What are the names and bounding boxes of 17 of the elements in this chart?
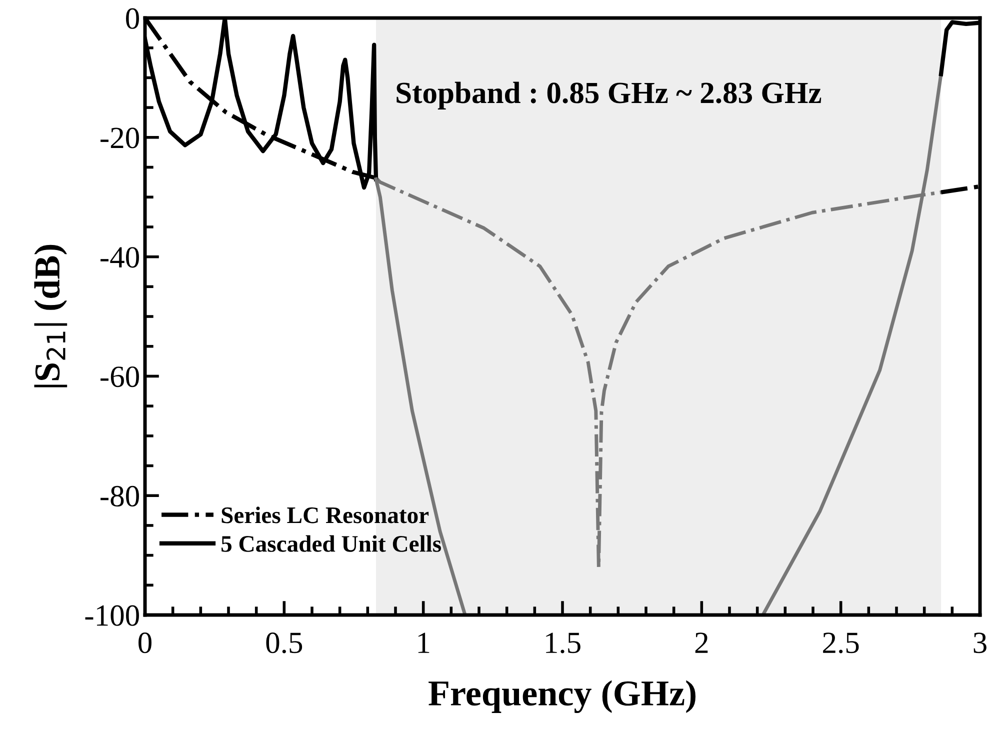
x-tick-label: 3 <box>974 632 986 654</box>
x-tick-label: 2 <box>695 632 708 653</box>
y-tick-label: -80 <box>100 486 139 506</box>
legend-label: Series LC Resonator <box>222 506 429 524</box>
y-tick-label: -20 <box>100 128 139 148</box>
y-tick-label: -60 <box>100 366 139 388</box>
x-tick-label: 0.5 <box>266 632 302 654</box>
y-tick-label: -100 <box>85 605 139 626</box>
annotation: Stopband : 0.85 GHz ~ 2.83 GHz <box>396 82 822 110</box>
y-tick-label: -40 <box>100 247 139 268</box>
y-tick-label: 0 <box>126 8 139 29</box>
y-axis-title: |S$_{21}$| (dB) <box>34 244 68 388</box>
x-axis-title: Frequency (GHz) <box>428 680 696 714</box>
x-tick-label: 1.5 <box>546 632 580 654</box>
x-tick-label: 1 <box>418 632 430 653</box>
legend-label: 5 Cascaded Unit Cells <box>222 535 442 552</box>
x-tick-label: 2.5 <box>823 632 859 654</box>
